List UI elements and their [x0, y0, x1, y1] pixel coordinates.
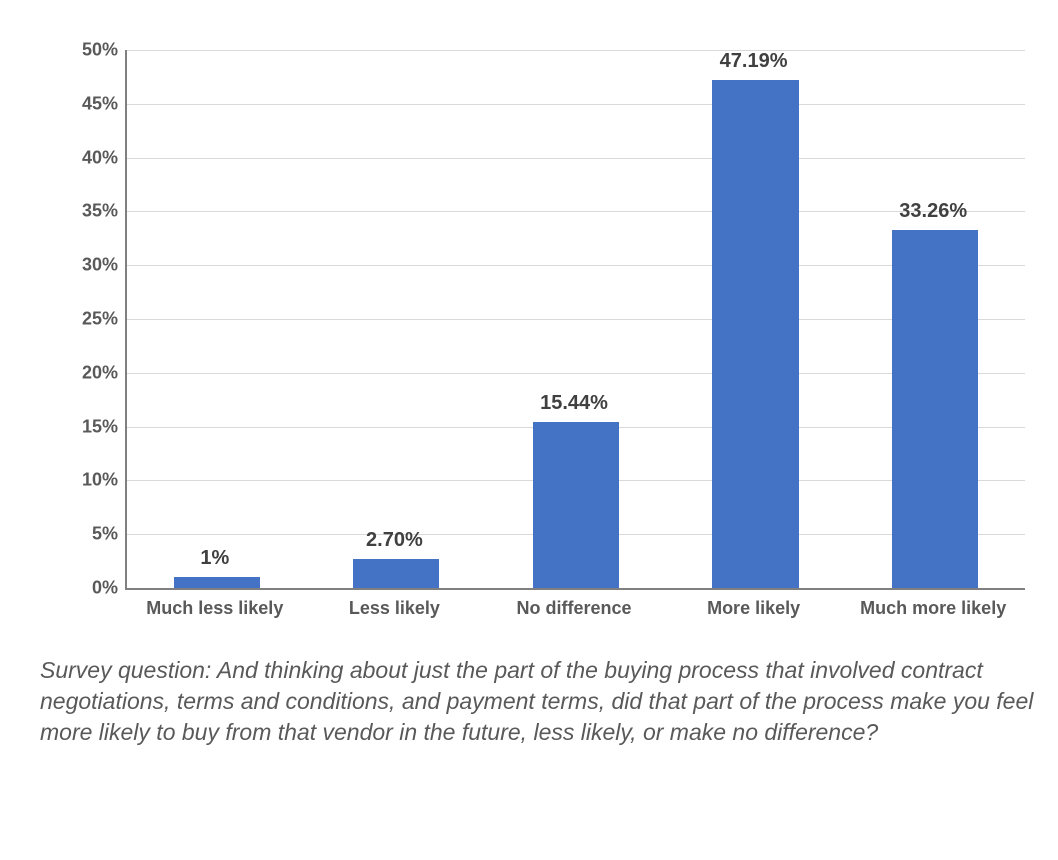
y-tick-label: 30%: [58, 255, 118, 276]
y-tick-label: 0%: [58, 578, 118, 599]
y-tick-label: 35%: [58, 201, 118, 222]
y-tick-label: 15%: [58, 416, 118, 437]
bar: [892, 230, 978, 588]
bar: [353, 559, 439, 588]
gridline: [127, 265, 1025, 266]
bar-value-label: 2.70%: [366, 529, 423, 552]
y-tick-label: 50%: [58, 40, 118, 61]
gridline: [127, 104, 1025, 105]
gridline: [127, 373, 1025, 374]
survey-caption: Survey question: And thinking about just…: [40, 655, 1048, 748]
x-tick-label: More likely: [707, 598, 800, 619]
y-tick-label: 25%: [58, 309, 118, 330]
bar: [712, 80, 798, 588]
x-tick-label: Much less likely: [146, 598, 283, 619]
plot-area: [125, 50, 1025, 590]
x-tick-label: Less likely: [349, 598, 440, 619]
bar: [533, 422, 619, 588]
y-tick-label: 40%: [58, 147, 118, 168]
bar-chart: 0% 5% 10% 15% 20% 25% 30% 35% 40% 45% 50% 1% Much le…: [30, 30, 1030, 630]
y-tick-label: 20%: [58, 362, 118, 383]
y-tick-label: 10%: [58, 470, 118, 491]
bar-value-label: 33.26%: [899, 200, 967, 223]
y-tick-label: 5%: [58, 524, 118, 545]
bar-value-label: 47.19%: [720, 50, 788, 73]
y-tick-label: 45%: [58, 93, 118, 114]
gridline: [127, 319, 1025, 320]
gridline: [127, 50, 1025, 51]
x-tick-label: No difference: [516, 598, 631, 619]
x-tick-label: Much more likely: [860, 598, 1006, 619]
gridline: [127, 211, 1025, 212]
gridline: [127, 158, 1025, 159]
bar-value-label: 1%: [200, 547, 229, 570]
bar-value-label: 15.44%: [540, 392, 608, 415]
bar: [174, 577, 260, 588]
